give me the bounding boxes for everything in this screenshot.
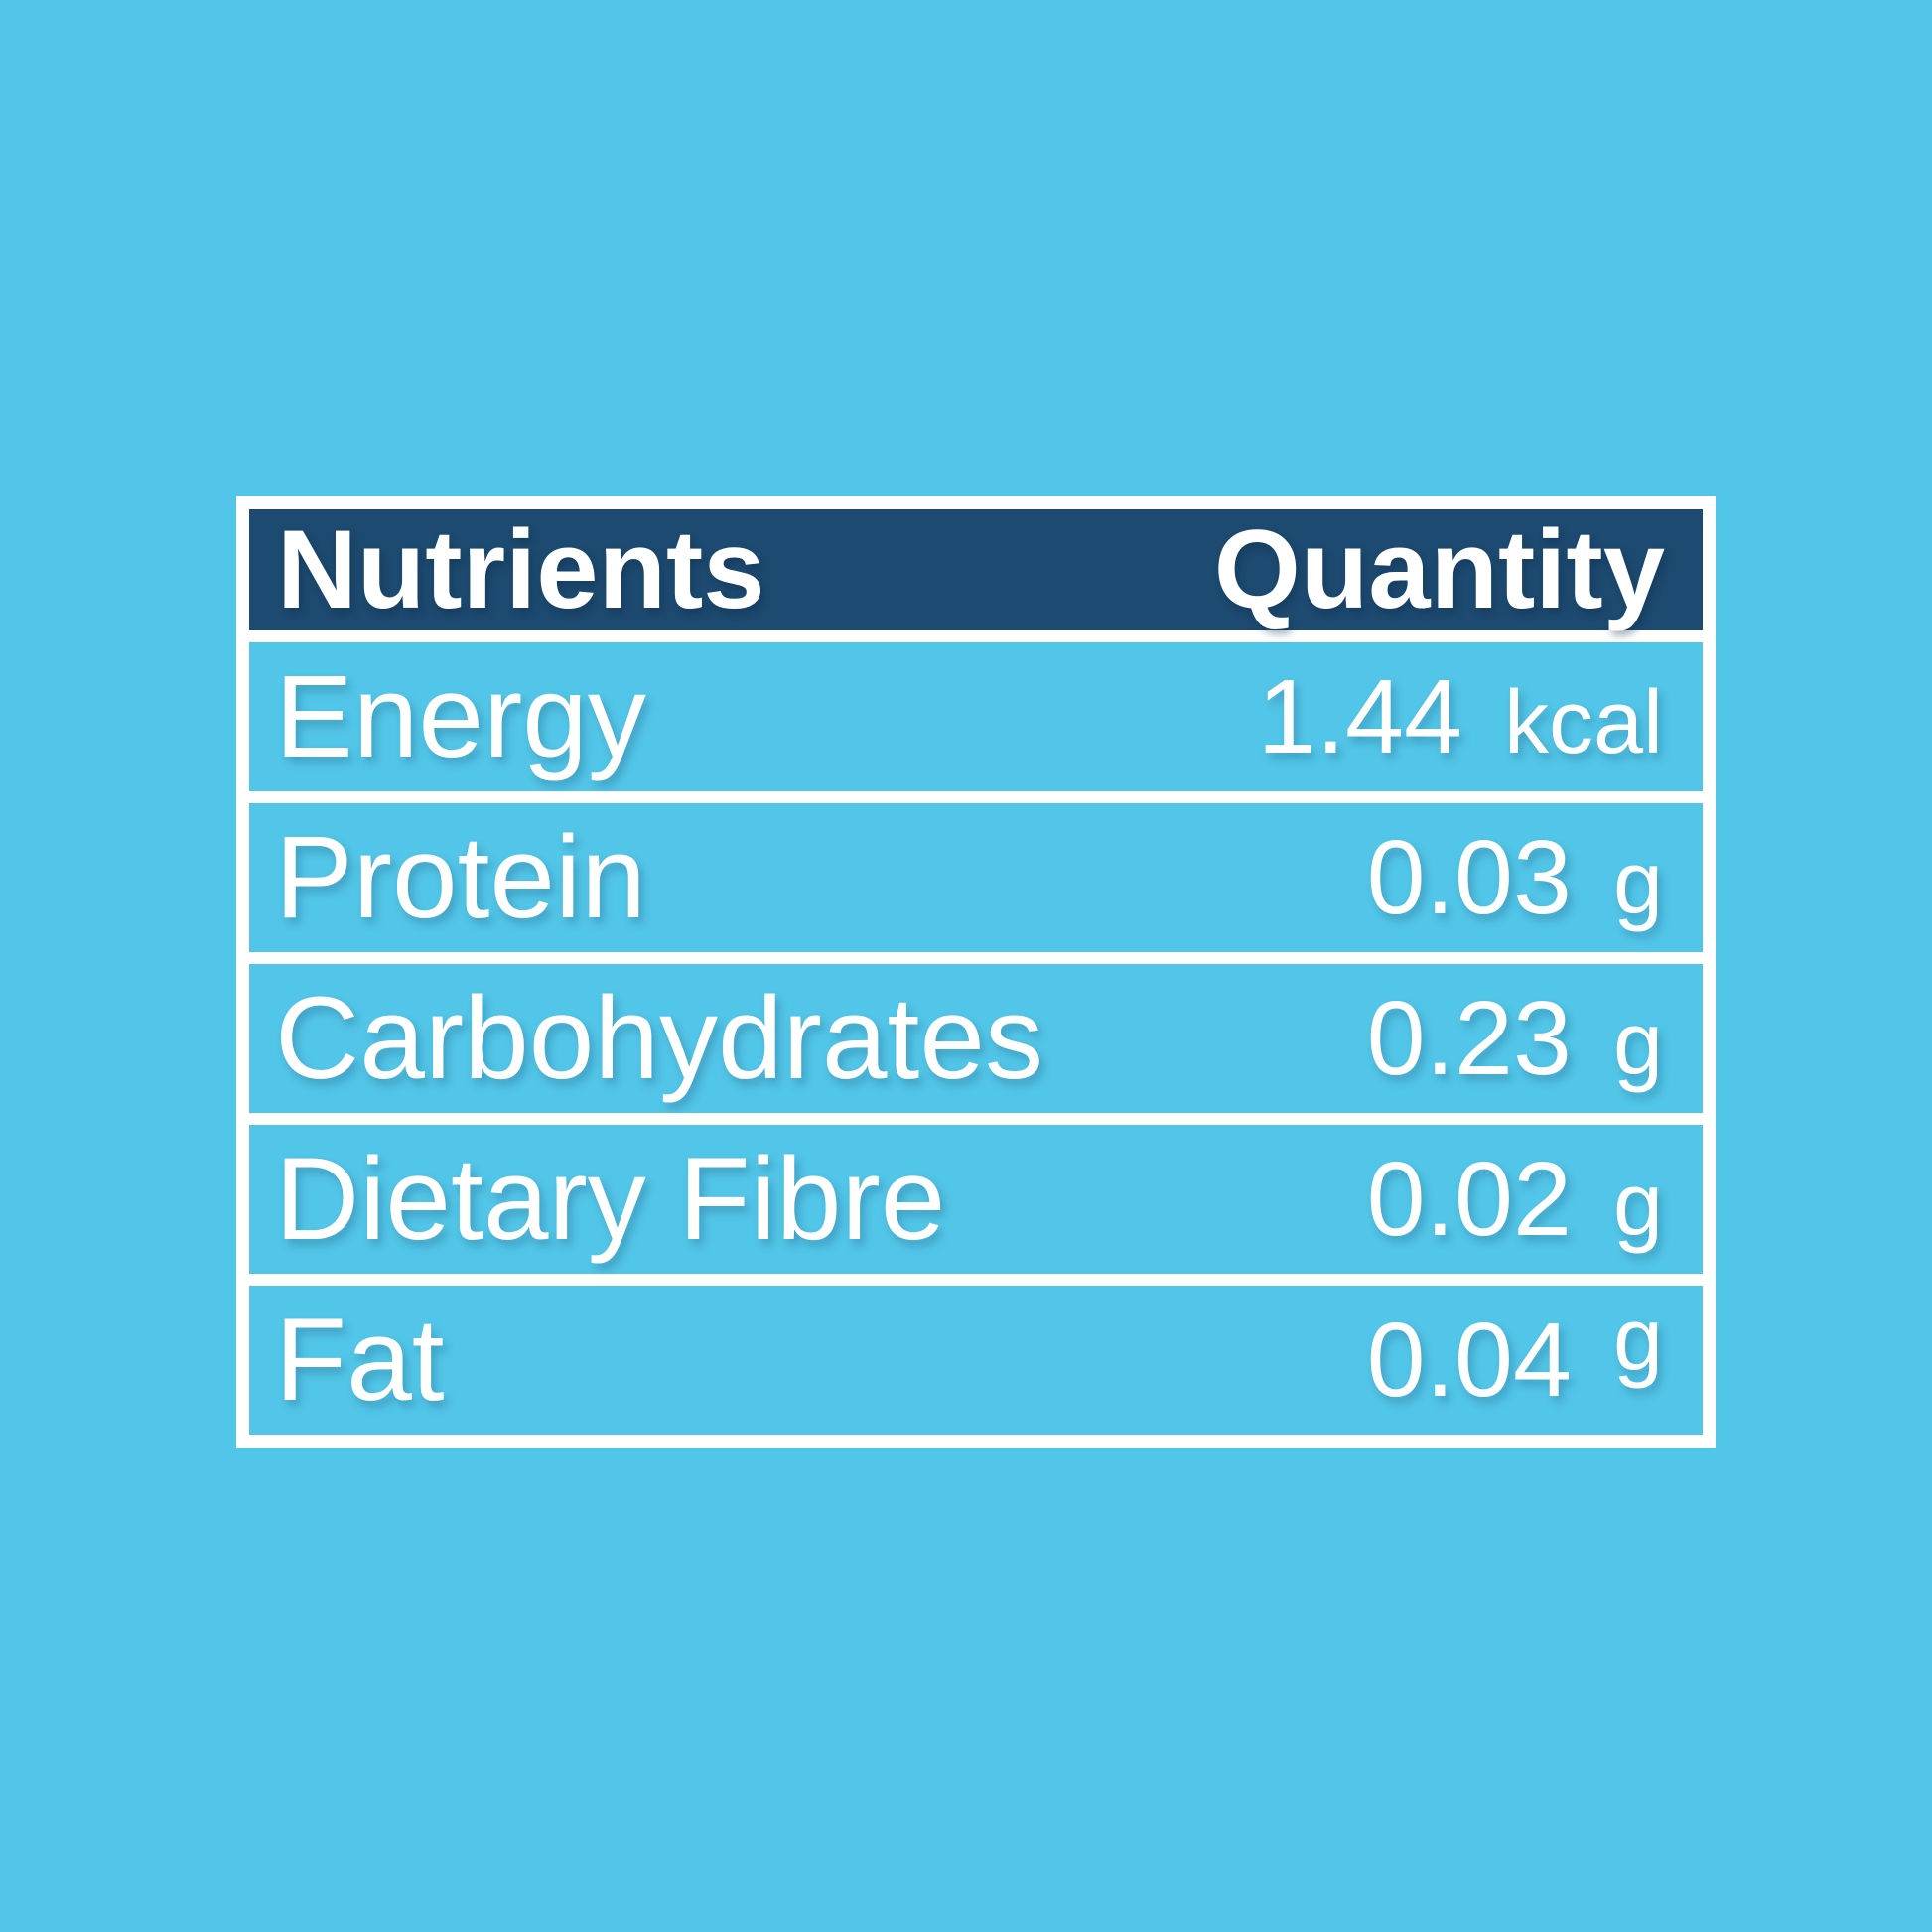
table-row: Carbohydrates 0.23 g xyxy=(249,964,1703,1113)
row-value: 1.44 kcal xyxy=(1258,664,1663,769)
table-row: Energy 1.44 kcal xyxy=(249,642,1703,791)
row-label-protein: Protein xyxy=(275,812,646,943)
table-header-row: Nutrients Quantity xyxy=(249,509,1703,630)
row-label-dietary-fibre: Dietary Fibre xyxy=(275,1134,946,1265)
row-value: 0.03 g xyxy=(1367,825,1663,930)
row-value-number: 0.04 xyxy=(1366,1302,1572,1419)
row-value-number: 0.03 xyxy=(1366,819,1572,936)
row-value: 0.02 g xyxy=(1367,1147,1663,1252)
row-value-number: 1.44 xyxy=(1257,658,1462,775)
row-value-unit: g xyxy=(1612,1291,1663,1390)
row-value: 0.04 g xyxy=(1366,1296,1663,1419)
row-value-unit: kcal xyxy=(1503,673,1663,772)
table-row: Dietary Fibre 0.02 g xyxy=(249,1125,1703,1274)
header-quantity-label: Quantity xyxy=(1213,507,1665,631)
row-label-energy: Energy xyxy=(275,651,646,782)
row-value-number: 0.23 xyxy=(1366,980,1572,1097)
header-nutrients-label: Nutrients xyxy=(277,507,765,631)
table-row: Protein 0.03 g xyxy=(249,803,1703,952)
table-row: Fat 0.04 g xyxy=(249,1286,1703,1435)
row-value-number: 0.02 xyxy=(1366,1141,1572,1258)
row-label-carbohydrates: Carbohydrates xyxy=(275,973,1043,1104)
row-value-unit: g xyxy=(1612,1156,1663,1255)
row-value-unit: g xyxy=(1612,995,1663,1094)
row-value-unit: g xyxy=(1612,834,1663,933)
row-value: 0.23 g xyxy=(1367,986,1663,1091)
nutrition-table: Nutrients Quantity Energy 1.44 kcal Prot… xyxy=(236,496,1716,1448)
row-label-fat: Fat xyxy=(275,1295,445,1426)
